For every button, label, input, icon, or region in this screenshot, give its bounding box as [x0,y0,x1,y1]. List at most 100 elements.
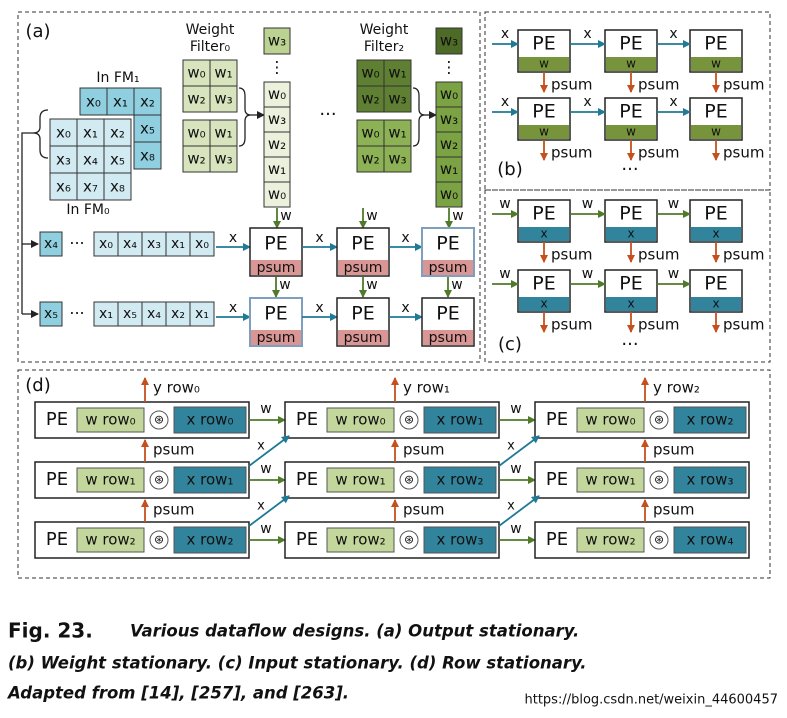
band-label: w [626,57,636,71]
band-label: x [540,297,547,311]
w-row-label: w row₀ [585,411,635,429]
pe-label: PE [264,233,287,255]
weight-ellipsis: ⋮ [269,58,285,77]
conv-label: ⊛ [404,473,414,487]
filter-cell [182,145,211,173]
panel-label: (a) [25,21,50,42]
weight-cell [435,156,463,183]
arrow-label: x [669,94,677,110]
pe-band [691,125,741,139]
weight-cell [263,81,291,108]
x-row-label: x row₃ [437,531,484,549]
arrow-label: w [510,401,521,417]
panel-d-frame [17,369,771,579]
weight-cell [263,181,291,208]
arrow-label: w [280,208,291,224]
conv-circle [399,530,419,550]
pe-label: PE [296,409,318,430]
filter-title: Filter₂ [364,39,404,55]
x-cell [93,231,119,257]
fm0-cell-label: x₁ [83,124,98,142]
psum-label: psum [723,144,764,162]
pe-label: PE [436,233,459,255]
conv-circle [149,470,169,490]
y-row-label: y row₂ [653,379,700,397]
w-row-label: w row₀ [335,411,385,429]
fm1-cell-label: x₂ [140,93,155,111]
filter-cell [209,85,238,113]
x-cell-label: x₃ [147,236,161,252]
conv-label: ⊛ [154,473,164,487]
x-row-box [423,466,497,494]
pe-label: PE [546,409,568,430]
pe-band [691,57,741,71]
filter-cell-label: w₂ [187,150,205,168]
x-cell-label: x₅ [44,306,58,322]
pe-band [606,297,656,311]
arrow-label: x [507,439,515,454]
fm0-cell [76,118,105,147]
arrow-label: x [257,439,265,454]
pe-band [691,227,741,241]
filter-cell [182,85,211,113]
panel-label: (d) [25,375,50,396]
pe-label: PE [46,529,68,550]
psum-label: psum [344,260,383,276]
pe-band [519,297,569,311]
pe-label: PE [619,273,642,295]
psum-label: psum [551,144,592,162]
weight-label: w₀ [268,85,286,103]
filter-cell-label: w₀ [361,124,379,142]
arrow-label: x [401,300,409,316]
x-row-box [423,526,497,554]
pe-label: PE [532,273,555,295]
conv-label: ⊛ [654,413,664,427]
x-cell [117,231,143,257]
ellipsis: ··· [319,104,336,125]
x-cell-label: x₄ [123,236,137,252]
psum-label: psum [257,330,296,346]
weight-cell [263,156,291,183]
fm1-cell-label: x₅ [140,120,155,138]
arrow-label: w [499,266,510,282]
ellipsis: ··· [69,304,84,323]
psum-label: psum [653,501,694,519]
x-row-box [673,466,747,494]
arrow [498,495,540,527]
arrow-label: x [229,300,237,316]
psum-band [251,260,301,275]
w-row-label: w row₀ [85,411,135,429]
ellipsis: ··· [69,234,84,253]
filter-cell-label: w₀ [187,64,205,82]
x-cell [141,231,167,257]
arrow-label: x [257,499,265,514]
fm1-cell-label: x₈ [140,147,155,165]
x-row-label: x row₂ [437,471,484,489]
fm0-cell-label: x₀ [56,124,71,142]
psum-band [423,330,473,345]
arrow-label: x [229,230,237,246]
filter-cell-label: w₀ [187,124,205,142]
x-cell [141,301,167,327]
brace [412,87,426,147]
pe-band [519,125,569,139]
fm0-cell [49,172,78,201]
caption-line: (b) Weight stationary. (c) Input station… [8,654,587,673]
x-cell-label: x₅ [123,306,137,322]
x-cell [165,231,191,257]
band-label: x [627,227,634,241]
psum-band [338,260,388,275]
x-row-label: x row₂ [687,411,734,429]
fm0-cell-label: x₅ [110,151,125,169]
w-row-box [576,527,645,553]
fm1-cell-label: x₀ [86,93,101,111]
filter-cell-label: w₁ [388,124,406,142]
pe-label: PE [704,101,727,123]
x-row-label: x row₁ [187,471,234,489]
pe-band [691,297,741,311]
arrow-label: x [501,26,509,42]
psum-label: psum [638,76,679,94]
filter-cell-label: w₁ [388,64,406,82]
w-row-box [576,467,645,493]
pe-label: PE [704,273,727,295]
